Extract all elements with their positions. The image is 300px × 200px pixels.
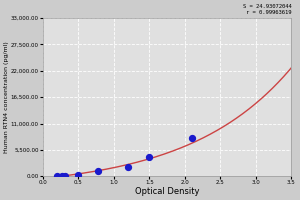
Point <box>76 173 81 177</box>
Text: S = 24.93072044
r = 0.99963619: S = 24.93072044 r = 0.99963619 <box>243 4 292 15</box>
Point <box>59 175 64 178</box>
Y-axis label: Human RTN4 concentration (pg/ml): Human RTN4 concentration (pg/ml) <box>4 41 9 153</box>
Point <box>296 69 300 72</box>
Point <box>63 174 68 178</box>
Point <box>126 165 130 168</box>
Point <box>55 175 59 178</box>
Point <box>96 170 100 173</box>
Point <box>147 155 152 159</box>
Point <box>190 136 194 140</box>
X-axis label: Optical Density: Optical Density <box>135 187 199 196</box>
